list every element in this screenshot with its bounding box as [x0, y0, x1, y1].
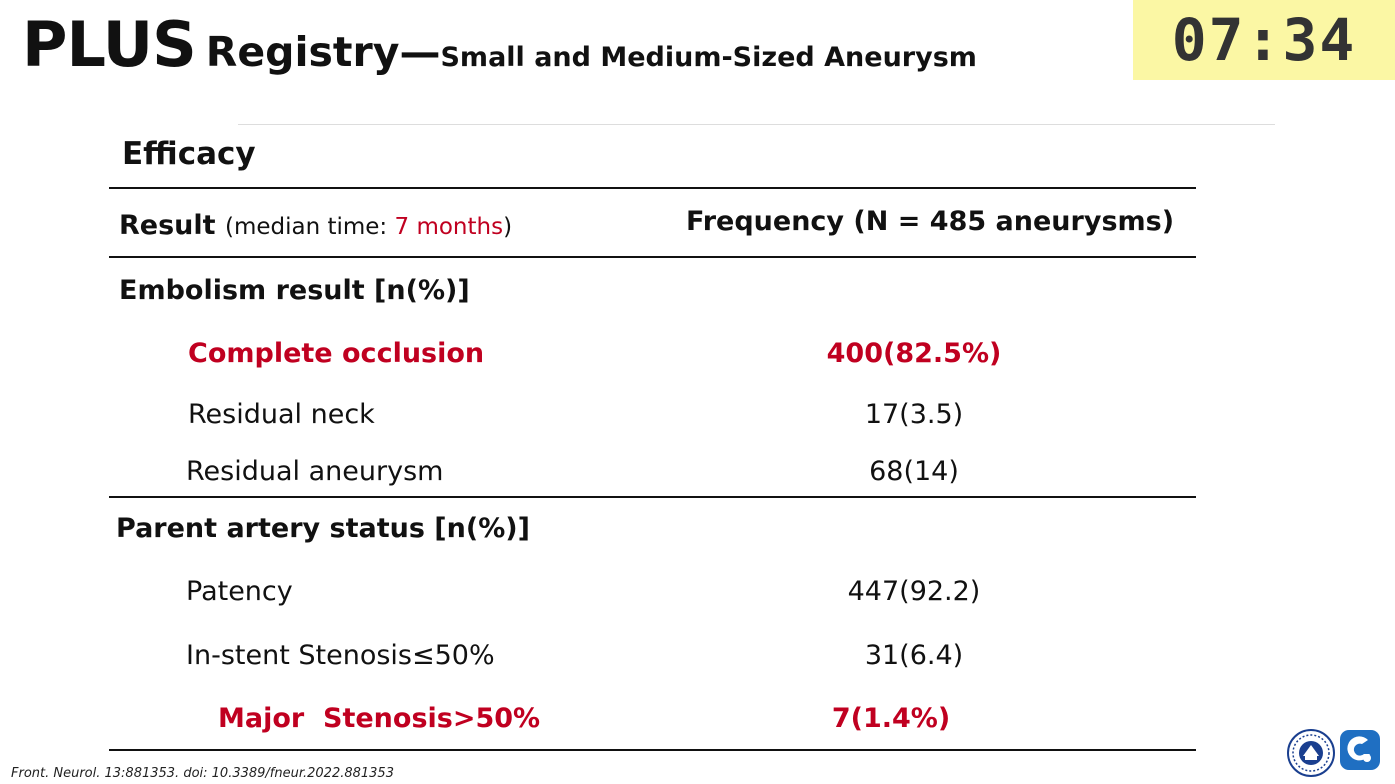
table-rule-middle — [109, 496, 1196, 498]
row-value-residual-neck: 17(3.5) — [864, 399, 964, 430]
row-label-major-stenosis: Major Stenosis>50% — [218, 703, 541, 734]
title-main: PLUS — [22, 8, 197, 81]
table-header-frequency: Frequency (N = 485 aneurysms) — [686, 206, 1175, 237]
section-title: Efficacy — [122, 136, 256, 172]
title-mid: Registry— — [205, 28, 441, 76]
university-seal-icon — [1286, 728, 1336, 782]
top-divider — [238, 124, 1275, 125]
table-rule-header — [109, 256, 1196, 258]
median-time-value: 7 months — [394, 214, 504, 240]
row-value-residual-aneurysm: 68(14) — [869, 456, 959, 487]
table-rule-top — [109, 187, 1196, 189]
median-open: (median time: — [224, 214, 395, 240]
median-close: ) — [503, 214, 513, 240]
title-sub: Small and Medium-Sized Aneurysm — [440, 42, 977, 73]
result-label: Result — [119, 210, 216, 241]
row-value-in-stent-stenosis: 31(6.4) — [864, 640, 964, 671]
row-label-in-stent-stenosis: In-stent Stenosis≤50% — [186, 640, 495, 671]
row-label-residual-aneurysm: Residual aneurysm — [186, 456, 444, 487]
group-title-parent-artery: Parent artery status [n(%)] — [116, 513, 530, 544]
countdown-timer: 07:34 — [1133, 0, 1395, 80]
row-value-complete-occlusion: 400(82.5%) — [826, 338, 1002, 369]
slide-title: PLUS Registry—Small and Medium-Sized Aneu… — [22, 8, 977, 81]
row-label-complete-occlusion: Complete occlusion — [188, 338, 485, 369]
median-time-note: (median time: 7 months) — [225, 214, 512, 240]
group-title-embolism: Embolism result [n(%)] — [119, 275, 470, 306]
row-value-major-stenosis: 7(1.4%) — [831, 703, 951, 734]
table-rule-bottom — [109, 749, 1196, 751]
table-header-result: Result (median time: 7 months) — [119, 210, 512, 241]
citation: Front. Neurol. 13:881353. doi: 10.3389/f… — [11, 766, 394, 781]
row-label-residual-neck: Residual neck — [188, 399, 375, 430]
hospital-logo-icon — [1338, 728, 1382, 776]
row-value-patency: 447(92.2) — [847, 576, 981, 607]
row-label-patency: Patency — [186, 576, 293, 607]
